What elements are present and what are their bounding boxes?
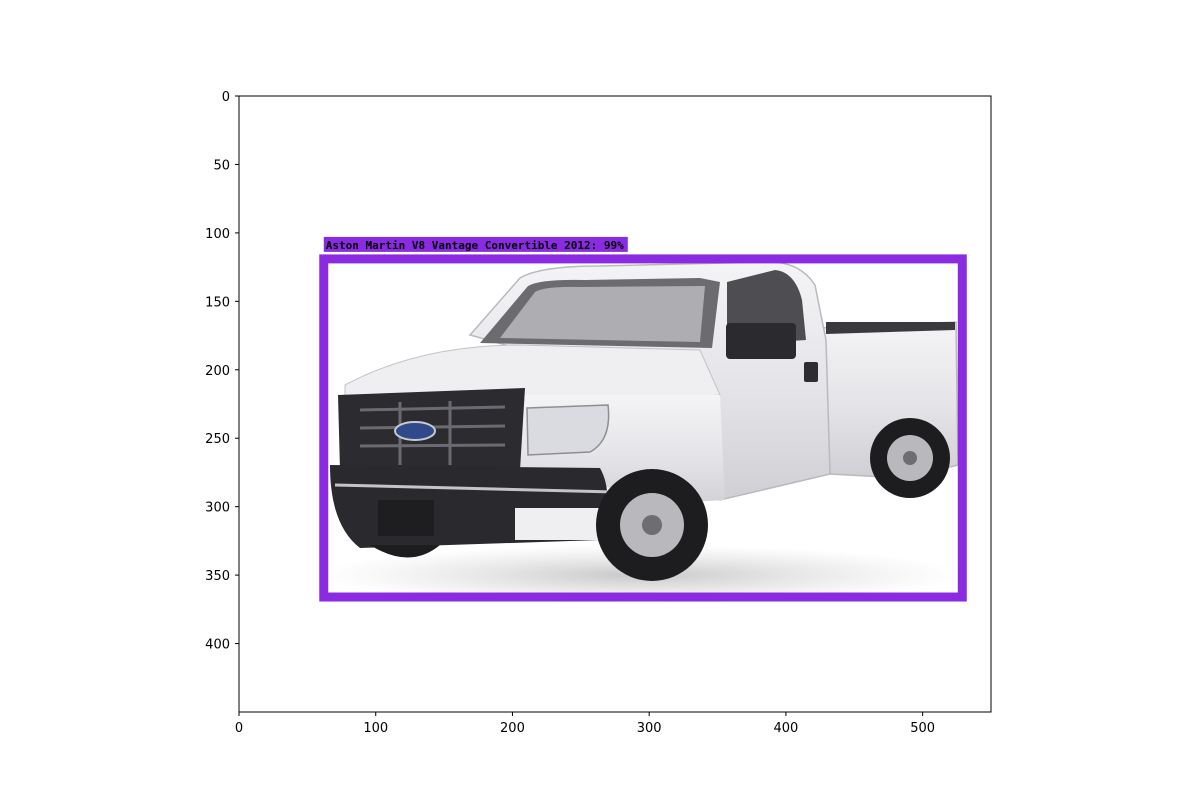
y-tick-label: 250: [205, 432, 230, 447]
y-tick-label: 100: [205, 227, 230, 242]
y-tick-label: 200: [205, 364, 230, 379]
front-wheel: [596, 469, 708, 581]
detection-label: Aston Martin V8 Vantage Convertible 2012…: [326, 239, 624, 252]
x-tick-label: 500: [910, 721, 935, 736]
truck-picture: [320, 261, 960, 605]
y-tick-label: 350: [205, 569, 230, 584]
y-tick-label: 150: [205, 295, 230, 310]
y-tick-label: 0: [222, 90, 230, 105]
detection-label-background: [323, 236, 628, 252]
x-tick-label: 300: [637, 721, 662, 736]
axes-frame: [238, 95, 992, 713]
x-tick-label: 0: [235, 721, 243, 736]
x-tick-label: 200: [500, 721, 525, 736]
y-axis: 0 50 100 150 200 250 300 350 400: [205, 90, 239, 653]
detection-box: [319, 254, 967, 602]
y-tick-label: 50: [213, 158, 230, 173]
x-axis: 0 100 200 300 400 500: [235, 712, 935, 736]
detection-overlay: Aston Martin V8 Vantage Convertible 2012…: [319, 236, 967, 602]
x-tick-label: 100: [363, 721, 388, 736]
y-tick-label: 400: [205, 638, 230, 653]
rear-wheel: [870, 418, 950, 498]
y-tick-label: 300: [205, 501, 230, 516]
x-tick-label: 400: [773, 721, 798, 736]
